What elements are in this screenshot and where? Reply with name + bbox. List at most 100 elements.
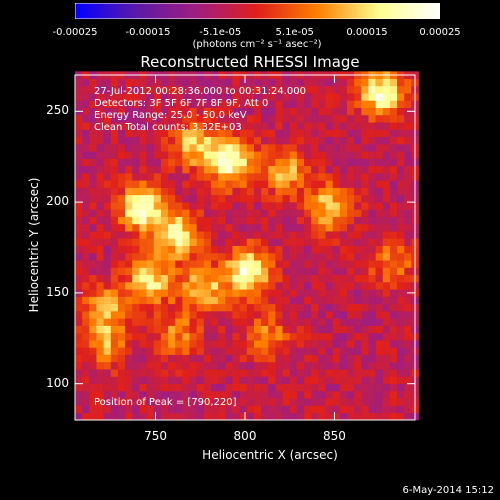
heatmap-cell <box>389 260 398 268</box>
heatmap-cell <box>225 93 233 101</box>
heatmap-cell <box>268 383 276 392</box>
heatmap-cell <box>239 165 248 174</box>
heatmap-cell <box>296 85 305 94</box>
heatmap-cell <box>275 260 283 268</box>
heatmap-cell <box>361 202 369 210</box>
heatmap-cell <box>361 398 369 406</box>
heatmap-cell <box>89 390 97 399</box>
heatmap-cell <box>282 245 291 254</box>
heatmap-cell <box>332 412 341 421</box>
heatmap-cell <box>153 245 162 254</box>
heatmap-cell <box>203 216 212 225</box>
heatmap-cell <box>261 260 269 268</box>
heatmap-cell <box>275 405 283 414</box>
heatmap-cell <box>361 412 369 421</box>
heatmap-cell <box>354 173 362 181</box>
heatmap-cell <box>397 122 405 130</box>
heatmap-cell <box>96 187 104 196</box>
heatmap-cell <box>382 194 391 203</box>
heatmap-cell <box>103 216 112 225</box>
heatmap-cell <box>175 252 183 261</box>
heatmap-cell <box>347 361 355 370</box>
heatmap-cell <box>125 274 133 283</box>
heatmap-cell <box>296 194 305 203</box>
heatmap-cell <box>325 361 333 370</box>
heatmap-cell <box>325 318 333 326</box>
heatmap-cell <box>389 340 398 348</box>
heatmap-cell <box>196 398 205 406</box>
heatmap-cell <box>361 231 369 239</box>
heatmap-cell <box>404 398 412 406</box>
heatmap-cell <box>182 361 190 370</box>
heatmap-cell <box>318 122 326 130</box>
heatmap-cell <box>218 383 226 392</box>
heatmap-cell <box>253 267 262 276</box>
heatmap-cell <box>332 194 341 203</box>
heatmap-cell <box>182 245 190 254</box>
heatmap-cell <box>289 267 298 276</box>
heatmap-cell <box>232 340 240 348</box>
heatmap-cell <box>211 202 219 210</box>
heatmap-cell <box>296 107 305 116</box>
heatmap-cell <box>196 260 205 268</box>
heatmap-cell <box>196 85 205 94</box>
heatmap-cell <box>89 383 97 392</box>
heatmap-cell <box>325 245 333 254</box>
heatmap-cell <box>196 282 205 290</box>
heatmap-cell <box>347 340 355 348</box>
heatmap-cell <box>125 78 133 87</box>
heatmap-cell <box>347 332 355 341</box>
heatmap-cell <box>389 187 398 196</box>
heatmap-cell <box>289 347 298 355</box>
heatmap-cell <box>196 114 205 123</box>
heatmap-cell <box>117 194 126 203</box>
heatmap-cell <box>253 223 262 232</box>
heatmap-cell <box>75 122 83 130</box>
heatmap-cell <box>397 354 405 363</box>
heatmap-cell <box>339 107 348 116</box>
heatmap-cell <box>304 296 312 305</box>
heatmap-cell <box>182 332 190 341</box>
heatmap-cell <box>404 390 412 399</box>
heatmap-cell <box>189 267 197 276</box>
heatmap-cell <box>311 194 319 203</box>
heatmap-cell <box>289 129 298 138</box>
heatmap-cell <box>311 354 319 363</box>
heatmap-cell <box>146 194 155 203</box>
heatmap-cell <box>397 289 405 297</box>
heatmap-cell <box>253 93 262 101</box>
heatmap-cell <box>239 144 248 152</box>
heatmap-cell <box>218 282 226 290</box>
heatmap-cell <box>139 274 147 283</box>
heatmap-cell <box>182 78 190 87</box>
heatmap-cell <box>168 209 176 217</box>
heatmap-cell <box>275 412 283 421</box>
heatmap-cell <box>268 260 276 268</box>
heatmap-cell <box>232 369 240 377</box>
heatmap-cell <box>397 136 405 145</box>
heatmap-cell <box>189 223 197 232</box>
heatmap-cell <box>347 267 355 276</box>
heatmap-cell <box>354 296 362 305</box>
heatmap-cell <box>268 187 276 196</box>
heatmap-cell <box>153 412 162 421</box>
heatmap-cell <box>146 144 155 152</box>
heatmap-cell <box>146 245 155 254</box>
heatmap-cell <box>117 129 126 138</box>
heatmap-cell <box>347 78 355 87</box>
heatmap-cell <box>232 376 240 384</box>
heatmap-cell <box>239 216 248 225</box>
heatmap-cell <box>125 144 133 152</box>
heatmap-cell <box>397 223 405 232</box>
heatmap-cell <box>211 136 219 145</box>
colorbar-tick-label: 0.00015 <box>346 27 388 38</box>
heatmap-cell <box>125 165 133 174</box>
heatmap-cell <box>218 158 226 167</box>
heatmap-cell <box>339 187 348 196</box>
heatmap-cell <box>375 340 384 348</box>
heatmap-cell <box>332 187 341 196</box>
heatmap-cell <box>203 303 212 312</box>
heatmap-cell <box>225 165 233 174</box>
heatmap-cell <box>82 187 90 196</box>
heatmap-cell <box>289 202 298 210</box>
